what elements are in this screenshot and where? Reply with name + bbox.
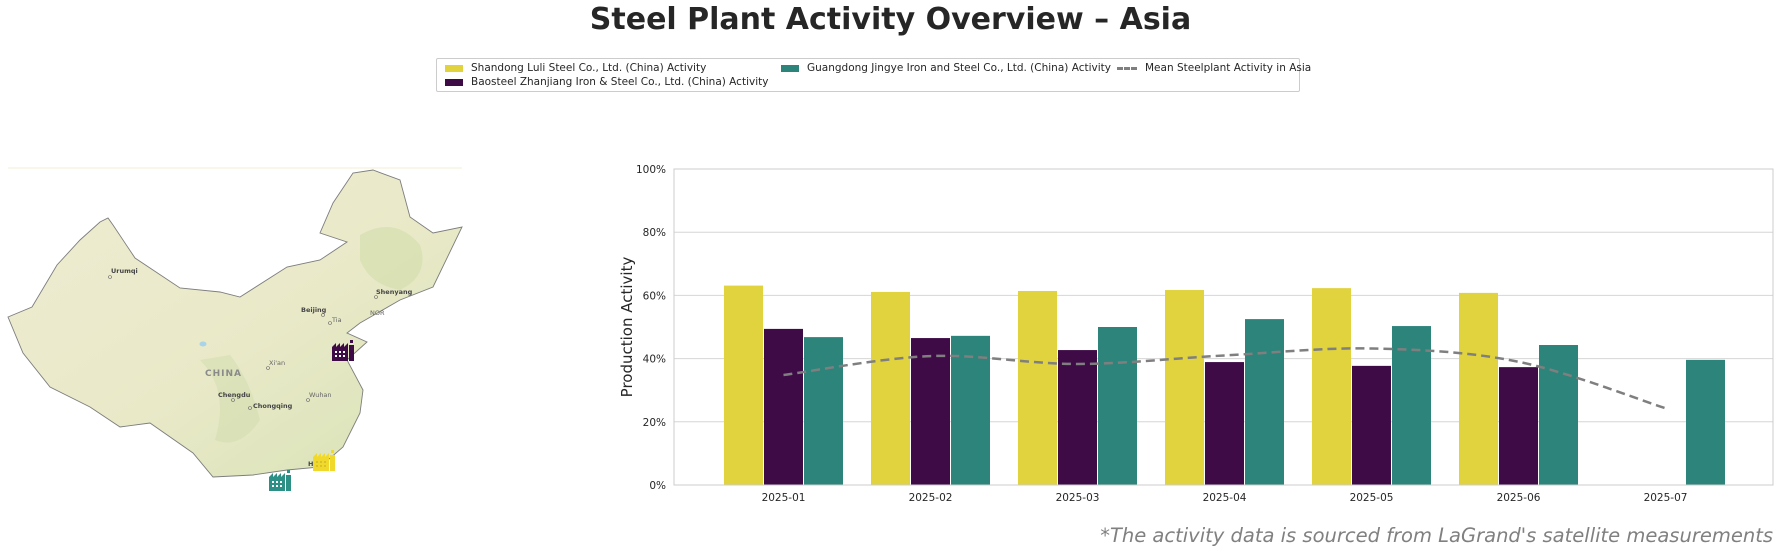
china-map: Urumqi Beijing Shenyang Xi'an CHINA Chen…: [7, 167, 463, 491]
city-chongqing: Chongqing: [248, 402, 293, 410]
y-tick-label: 40%: [643, 354, 666, 366]
x-axis-ticks: 2025-01 2025-02 2025-03 2025-04 2025-05 2025-…: [762, 492, 1688, 504]
bar: [911, 338, 950, 485]
x-tick-label: 2025-03: [1056, 492, 1100, 504]
y-axis-title: Production Activity: [618, 257, 636, 398]
city-shenyang: Shenyang: [374, 288, 413, 299]
terrain-shading: [360, 227, 423, 290]
y-tick-label: 60%: [643, 290, 666, 302]
factory-icon: [332, 340, 354, 361]
city-label: Wuhan: [309, 391, 332, 399]
city-label: Chengdu: [218, 391, 251, 399]
bar: [1018, 290, 1057, 485]
bar: [1352, 365, 1391, 485]
bar: [1245, 319, 1284, 485]
city-label: Chongqing: [253, 402, 293, 410]
legend-swatch: [445, 64, 463, 72]
city-urumqi: Urumqi: [108, 267, 138, 279]
bar: [1459, 292, 1498, 485]
y-tick-label: 100%: [636, 164, 666, 176]
city-wuhan: Wuhan: [306, 391, 332, 402]
city-beijing: Beijing: [301, 306, 327, 317]
bar: [1098, 327, 1137, 485]
x-tick-label: 2025-05: [1350, 492, 1394, 504]
city-label: Shenyang: [376, 288, 413, 296]
x-tick-label: 2025-07: [1644, 492, 1688, 504]
country-label-north-korea: NOR: [370, 309, 385, 317]
bar: [724, 285, 763, 485]
bar: [1392, 326, 1431, 485]
x-tick-label: 2025-02: [909, 492, 953, 504]
city-label: Tia: [331, 316, 342, 324]
legend-dashed-line: [1117, 66, 1137, 70]
legend-swatch: [781, 64, 799, 72]
bar: [1312, 288, 1351, 485]
y-tick-label: 0%: [649, 480, 666, 492]
legend-label: Guangdong Jingye Iron and Steel Co., Ltd…: [807, 62, 1111, 74]
legend-label: Shandong Luli Steel Co., Ltd. (China) Ac…: [471, 62, 707, 74]
bar: [951, 335, 990, 485]
chart-title: Steel Plant Activity Overview – Asia: [589, 2, 1192, 37]
china-outline: [7, 169, 463, 478]
legend-swatch: [445, 78, 463, 86]
plot-frame: [673, 168, 1774, 486]
city-tianjin: Tia: [328, 316, 342, 325]
y-tick-label: 20%: [643, 417, 666, 429]
mean-activity-line: [783, 347, 1666, 410]
bar: [804, 337, 843, 485]
x-tick-label: 2025-01: [762, 492, 806, 504]
bar: [1165, 290, 1204, 485]
bars: [724, 285, 1725, 485]
legend-item-shandong-luli: Shandong Luli Steel Co., Ltd. (China) Ac…: [445, 62, 706, 74]
factory-icon: [313, 450, 335, 471]
legend-item-baosteel-zhanjiang: Baosteel Zhanjiang Iron & Steel Co., Ltd…: [445, 76, 768, 88]
legend-label: Mean Steelplant Activity in Asia: [1145, 62, 1312, 74]
city-label-hong-kong: H: [308, 460, 313, 468]
lake: [199, 341, 207, 347]
x-tick-label: 2025-06: [1497, 492, 1541, 504]
x-tick-label: 2025-04: [1203, 492, 1247, 504]
terrain-shading: [200, 355, 260, 443]
y-tick-label: 80%: [643, 227, 666, 239]
bar: [764, 328, 803, 485]
footnote: *The activity data is sourced from LaGra…: [1100, 524, 1773, 547]
city-xian: Xi'an: [266, 359, 285, 370]
y-axis-ticks: 0% 20% 40% 60% 80% 100%: [636, 164, 666, 492]
city-label: Xi'an: [269, 359, 285, 367]
factory-icon: [269, 470, 291, 491]
bar: [1058, 350, 1097, 485]
bar: [1499, 367, 1538, 485]
city-chengdu: Chengdu: [218, 391, 251, 402]
legend-label: Baosteel Zhanjiang Iron & Steel Co., Ltd…: [471, 76, 769, 88]
city-label: Beijing: [301, 306, 327, 314]
bar: [1686, 359, 1725, 485]
country-label: CHINA: [205, 369, 242, 379]
city-label: Urumqi: [111, 267, 138, 275]
bar: [1205, 362, 1244, 485]
bar: [871, 291, 910, 485]
legend-item-mean-activity: Mean Steelplant Activity in Asia: [1117, 62, 1311, 74]
bar: [1539, 345, 1578, 485]
legend-item-guangdong-jingye: Guangdong Jingye Iron and Steel Co., Ltd…: [781, 62, 1111, 74]
legend: Shandong Luli Steel Co., Ltd. (China) Ac…: [436, 58, 1311, 92]
